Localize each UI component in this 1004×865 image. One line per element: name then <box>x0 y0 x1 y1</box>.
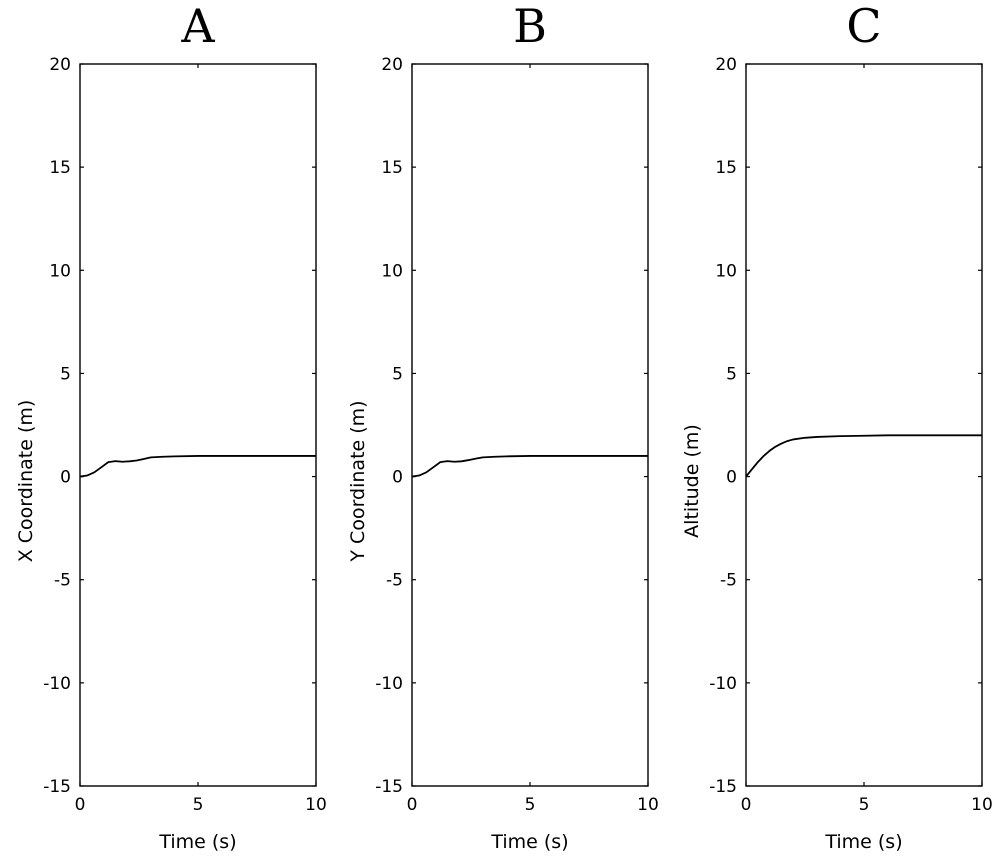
y-tick-label: -5 <box>720 571 737 591</box>
y-tick-label: 0 <box>60 468 71 488</box>
y-tick-label: 20 <box>49 55 71 75</box>
x-tick-label: 0 <box>75 795 86 815</box>
x-tick-label: 10 <box>971 795 993 815</box>
series-line-a <box>79 455 316 478</box>
x-axis-label-c: Time (s) <box>824 831 902 853</box>
y-tick-label: -10 <box>43 674 71 694</box>
y-axis-label-c: Altitude (m) <box>681 424 703 538</box>
panel-title-b: B <box>513 0 547 53</box>
y-axis-label-a: X Coordinate (m) <box>15 400 37 563</box>
y-tick-label: -15 <box>43 777 71 797</box>
y-tick-label: 0 <box>726 468 737 488</box>
x-tick-label: 10 <box>305 795 327 815</box>
x-axis-label-b: Time (s) <box>490 831 568 853</box>
y-tick-label: 5 <box>60 364 71 384</box>
y-tick-label: 15 <box>381 158 403 178</box>
x-tick-label: 10 <box>637 795 659 815</box>
y-tick-label: 10 <box>49 261 71 281</box>
plot-frame-c <box>745 63 983 787</box>
x-axis-label-a: Time (s) <box>158 831 236 853</box>
panel-title-c: C <box>846 0 881 53</box>
y-tick-label: -15 <box>375 777 403 797</box>
y-tick-label: 15 <box>715 158 737 178</box>
y-axis-label-b: Y Coordinate (m) <box>347 400 369 562</box>
series-line-c <box>745 434 982 478</box>
x-tick-label: 5 <box>859 795 870 815</box>
y-tick-label: 10 <box>381 261 403 281</box>
plot-frame-a <box>79 63 317 787</box>
series-line-b <box>411 455 648 478</box>
x-tick-label: 5 <box>525 795 536 815</box>
x-tick-label: 0 <box>741 795 752 815</box>
y-tick-label: -5 <box>54 571 71 591</box>
y-tick-label: 20 <box>715 55 737 75</box>
y-tick-label: -10 <box>375 674 403 694</box>
y-tick-label: 10 <box>715 261 737 281</box>
panel-title-a: A <box>180 0 215 53</box>
y-tick-label: 20 <box>381 55 403 75</box>
y-tick-label: -15 <box>709 777 737 797</box>
plot-frame-b <box>411 63 649 787</box>
y-tick-label: -10 <box>709 674 737 694</box>
y-tick-label: 5 <box>392 364 403 384</box>
y-tick-label: 15 <box>49 158 71 178</box>
y-tick-label: -5 <box>386 571 403 591</box>
x-tick-label: 5 <box>193 795 204 815</box>
y-tick-label: 5 <box>726 364 737 384</box>
y-tick-label: 0 <box>392 468 403 488</box>
x-tick-label: 0 <box>407 795 418 815</box>
